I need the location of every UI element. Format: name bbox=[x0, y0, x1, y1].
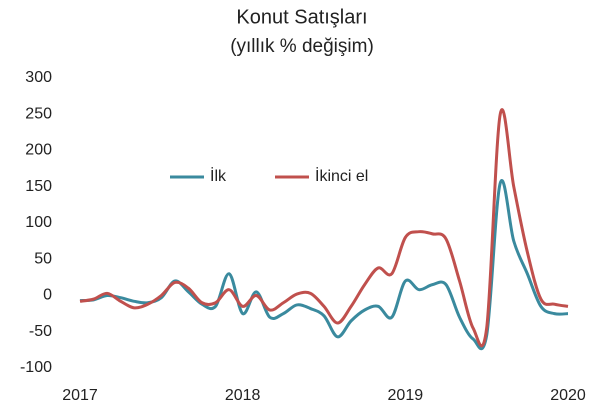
legend-label: İlk bbox=[210, 166, 227, 185]
y-tick-label: 250 bbox=[25, 105, 52, 122]
y-tick-label: 100 bbox=[25, 214, 52, 231]
x-tick-label: 2018 bbox=[225, 387, 261, 404]
y-tick-label: -100 bbox=[20, 359, 52, 376]
line bbox=[79, 179, 569, 351]
x-tick-label: 2019 bbox=[388, 387, 424, 404]
x-tick-label: 2017 bbox=[62, 387, 98, 404]
line bbox=[79, 108, 569, 348]
y-tick-label: 300 bbox=[25, 69, 52, 86]
y-tick-label: 0 bbox=[43, 287, 52, 304]
y-tick-label: 50 bbox=[34, 250, 52, 267]
chart-subtitle: (yıllık % değişim) bbox=[230, 36, 374, 57]
y-tick-label: -50 bbox=[29, 323, 52, 340]
legend-label: İkinci el bbox=[315, 166, 368, 185]
x-tick-label: 2020 bbox=[550, 387, 586, 404]
y-tick-label: 150 bbox=[25, 178, 52, 195]
chart-title: Konut Satışları bbox=[236, 6, 367, 28]
y-tick-label: 200 bbox=[25, 142, 52, 159]
